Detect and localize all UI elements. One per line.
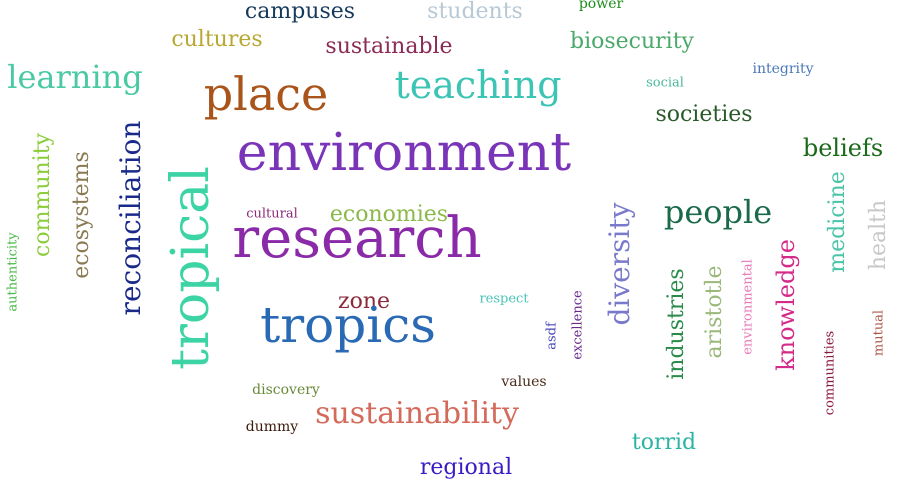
word-authenticity: authenticity	[5, 232, 21, 312]
word-tropical: tropical	[161, 166, 221, 370]
word-environmental: environmental	[740, 259, 756, 355]
word-regional: regional	[419, 455, 513, 480]
word-excellence: excellence	[570, 290, 586, 360]
word-students: students	[427, 0, 523, 24]
word-sustainability: sustainability	[315, 396, 519, 431]
word-aristotle: aristotle	[702, 265, 727, 359]
word-power: power	[578, 0, 624, 12]
word-values: values	[501, 374, 547, 390]
word-teaching: teaching	[394, 63, 562, 107]
word-medicine: medicine	[825, 171, 850, 273]
word-learning: learning	[7, 58, 143, 96]
word-cultures: cultures	[171, 27, 263, 52]
word-ecosystems: ecosystems	[69, 151, 94, 279]
word-mutual: mutual	[871, 309, 887, 357]
word-integrity: integrity	[752, 61, 814, 77]
word-research: research	[232, 206, 482, 271]
word-asdf: asdf	[544, 322, 560, 350]
word-discovery: discovery	[252, 382, 320, 398]
word-communities: communities	[822, 330, 838, 416]
word-dummy: dummy	[245, 419, 299, 435]
word-cultural: cultural	[246, 206, 298, 222]
word-community: community	[30, 133, 55, 257]
word-knowledge: knowledge	[772, 239, 800, 371]
word-people: people	[663, 193, 773, 231]
word-respect: respect	[479, 291, 529, 307]
word-social: social	[646, 75, 684, 91]
word-economies: economies	[329, 202, 449, 227]
word-zone: zone	[337, 289, 391, 314]
word-biosecurity: biosecurity	[570, 29, 694, 54]
word-industries: industries	[664, 268, 689, 380]
word-beliefs: beliefs	[802, 134, 884, 162]
word-campuses: campuses	[244, 0, 356, 24]
word-health: health	[866, 199, 891, 271]
word-diversity: diversity	[603, 202, 636, 326]
word-reconciliation: reconciliation	[114, 120, 147, 316]
word-torrid: torrid	[631, 430, 697, 455]
word-sustainable: sustainable	[325, 34, 453, 59]
word-environment: environment	[236, 123, 572, 183]
word-place: place	[203, 67, 329, 121]
word-societies: societies	[655, 102, 753, 127]
word-tropics: tropics	[260, 296, 436, 354]
